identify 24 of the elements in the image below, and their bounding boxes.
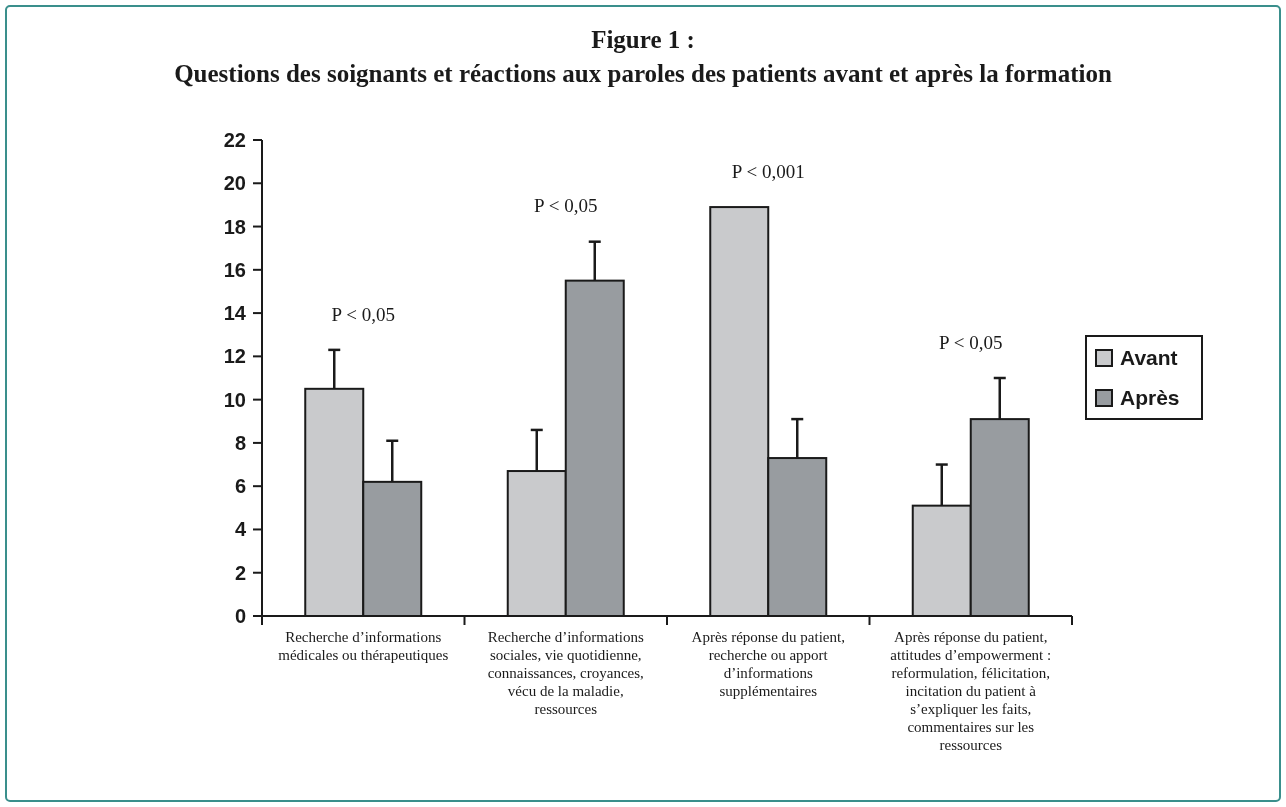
chart-subtitle: Questions des soignants et réactions aux paroles des patients avant et après la formation	[174, 60, 1112, 87]
y-tick-label: 0	[234, 605, 246, 627]
x-tick-label: Recherche d’informations sociales, vie quotidienne, connaissances, croyances, vécu de la maladie, ressources	[487, 629, 644, 717]
y-tick-label: 2	[234, 561, 246, 584]
y-tick-label: 10	[223, 388, 246, 411]
y-tick-label: 18	[223, 215, 246, 238]
y-tick-label: 4	[234, 518, 247, 541]
x-tick-label: Après réponse du patient, recherche ou apport d’informations supplémentaires	[691, 629, 845, 699]
annotation: P < 0,001	[731, 160, 805, 182]
y-tick-label: 14	[223, 302, 247, 325]
annotation: P < 0,05	[939, 331, 1003, 353]
legend-label: Avant	[1120, 346, 1178, 370]
x-tick-label: Après réponse du patient, attitudes d’empowerment : reformulation, félicitation, incitation du patient à s’expliquer les faits, commentaires sur les ressources	[890, 629, 1052, 753]
x-tick-label: Recherche d’informations médicales ou thérapeutiques	[278, 629, 449, 663]
annotation: P < 0,05	[534, 195, 598, 217]
chart-title: Figure 1 :	[591, 26, 695, 53]
y-tick-label: 22	[223, 129, 246, 151]
annotation: P < 0,05	[331, 303, 395, 325]
y-tick-label: 8	[234, 431, 246, 454]
y-tick-label: 6	[234, 475, 246, 498]
y-tick-label: 16	[223, 258, 246, 281]
y-tick-label: 20	[223, 172, 246, 195]
y-tick-label: 12	[223, 345, 246, 368]
legend-label: Après	[1120, 386, 1180, 410]
